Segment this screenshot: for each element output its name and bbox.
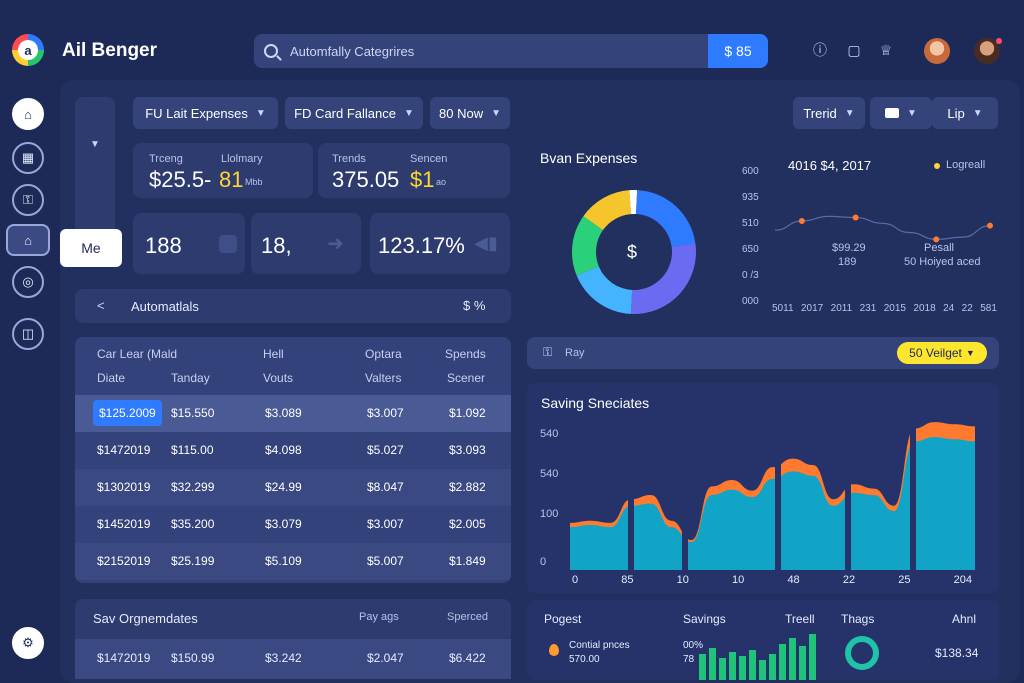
- line-point: [987, 222, 993, 229]
- gift-icon[interactable]: ♕: [879, 42, 893, 58]
- table-row[interactable]: $1472019 $150.99 $3.242 $2.047 $6.422: [75, 639, 511, 679]
- area-chart-title: Saving Sneciates: [541, 395, 650, 411]
- search-bar[interactable]: Automfally Categrires $ 85: [254, 34, 768, 68]
- chevron-down-icon: ▼: [403, 107, 414, 119]
- app-title: Ail Benger: [62, 40, 158, 61]
- kpi-card-2: 18, ➜: [251, 213, 361, 274]
- notification-dot: [996, 38, 1002, 44]
- chevron-down-icon: ▼: [907, 107, 917, 119]
- avatar-secondary[interactable]: [974, 38, 1000, 64]
- footer-card: Pogest Savings Treell Thags Ahnl Contial…: [527, 600, 999, 680]
- search-button[interactable]: $ 85: [708, 34, 768, 68]
- line-legend: Logreall: [946, 159, 986, 171]
- app-logo: a: [12, 34, 44, 66]
- chevron-down-icon: ▼: [90, 139, 100, 150]
- window-icon[interactable]: ▢: [847, 42, 861, 58]
- kpi-card-3: 123.17% ◀▮: [370, 213, 510, 274]
- calendar-icon[interactable]: ▦: [12, 142, 44, 174]
- filter-dropdown-2[interactable]: FD Card Fallance ▼: [285, 97, 423, 129]
- stat-card-2: Trends Sencen 375.05 $1 ao: [318, 143, 510, 198]
- trend-dropdown[interactable]: Trerid ▼: [793, 97, 865, 129]
- donut-chart: [572, 190, 696, 314]
- chevron-down-icon: ▼: [491, 107, 501, 119]
- line-point: [798, 218, 805, 224]
- donut-slice: [635, 190, 696, 247]
- sidebar-tooltip: Me: [60, 229, 122, 267]
- video-dropdown[interactable]: ▼: [870, 97, 932, 129]
- donut-slice: [630, 243, 696, 314]
- area-gap: [775, 420, 781, 570]
- donut-slice: [572, 216, 603, 276]
- avatar[interactable]: [924, 38, 950, 64]
- key-bar[interactable]: ⚿ Ray 50 Veilget ▼: [527, 337, 999, 369]
- donut-title: Bvan Expenses: [540, 150, 638, 166]
- line-x-axis: 5011 2017 2011 231 2015 2018 24 22 581: [772, 303, 997, 314]
- table-row[interactable]: $1472019 $115.00 $4.098 $5.027 $3.093: [97, 443, 486, 457]
- ring-icon: [845, 636, 879, 670]
- kpi-card-1: 188: [133, 213, 245, 274]
- area-y-axis: 540 540 100 0: [540, 428, 559, 568]
- grid-icon[interactable]: ◎: [12, 266, 44, 298]
- line-chart-title: 4016 $4, 2017: [788, 158, 872, 173]
- lock-icon[interactable]: ⚿: [12, 184, 44, 216]
- box-icon[interactable]: ◫: [12, 318, 44, 350]
- donut-slice: [576, 266, 633, 314]
- filter-dropdown-1[interactable]: FU Lait Expenses ▼: [133, 97, 278, 129]
- share-icon: <: [97, 298, 105, 313]
- chevron-down-icon: ▼: [844, 107, 855, 119]
- clipboard-icon: [219, 235, 237, 253]
- area-gap: [628, 420, 634, 570]
- chevron-down-icon: ▼: [972, 107, 983, 119]
- area-gap: [682, 420, 688, 570]
- budget-button[interactable]: 50 Veilget ▼: [897, 342, 987, 364]
- settings-icon[interactable]: ⚙: [12, 627, 44, 659]
- expense-table: Car Lear (Mald Hell Optara Spends Diate …: [75, 337, 511, 583]
- savings-table: Sav Orgnemdates Pay ags Sperced $1472019…: [75, 599, 511, 679]
- mini-bar-chart: [699, 634, 816, 680]
- automation-bar[interactable]: < Automatlals $ %: [75, 289, 511, 323]
- line-series: [774, 215, 991, 241]
- arrow-right-icon: ➜: [327, 233, 344, 255]
- legend-dot: [934, 163, 940, 169]
- stat-card-1: Trceng Llolmary $25.5- 81 Mbb: [133, 143, 313, 198]
- lip-dropdown[interactable]: Lip ▼: [932, 97, 998, 129]
- table-row[interactable]: $1452019 $35.200 $3.079 $3.007 $2.005: [97, 517, 486, 531]
- area-series-main: [570, 437, 975, 570]
- line-y-axis: 600 935 510 650 0 /3 000: [742, 166, 759, 307]
- filter-dropdown-3[interactable]: 80 Now ▼: [430, 97, 510, 129]
- help-icon[interactable]: ⓘ: [813, 42, 827, 58]
- donut-center: $: [627, 242, 638, 262]
- drop-icon: [549, 644, 559, 656]
- area-x-axis: 0 85 10 10 48 22 25 204: [572, 574, 972, 586]
- search-input[interactable]: Automfally Categrires: [290, 43, 415, 59]
- area-chart: [570, 420, 975, 570]
- chevron-down-icon: ▼: [255, 107, 266, 119]
- dashboard-icon[interactable]: ⌂: [6, 224, 50, 256]
- donut-slice: [629, 190, 638, 215]
- video-icon: [885, 108, 900, 118]
- volume-icon: ◀▮: [474, 233, 498, 253]
- chevron-down-icon: ▼: [965, 348, 975, 358]
- donut-slice: [583, 190, 632, 231]
- area-gap: [910, 420, 916, 570]
- search-icon: [264, 44, 278, 58]
- home-icon[interactable]: ⌂: [12, 98, 44, 130]
- table-row[interactable]: $2152019 $25.199 $5.109 $5.007 $1.849: [75, 543, 511, 580]
- table-row[interactable]: $125.2009 $15.550 $3.089 $3.007 $1.092: [75, 395, 511, 432]
- line-chart: [774, 214, 993, 243]
- donut-hole: [597, 215, 671, 289]
- area-gap: [845, 420, 851, 570]
- table-row[interactable]: $1302019 $32.299 $24.99 $8.047 $2.882: [75, 469, 511, 506]
- line-point: [933, 236, 940, 243]
- key-icon: ⚿: [543, 345, 553, 359]
- line-point: [852, 214, 859, 221]
